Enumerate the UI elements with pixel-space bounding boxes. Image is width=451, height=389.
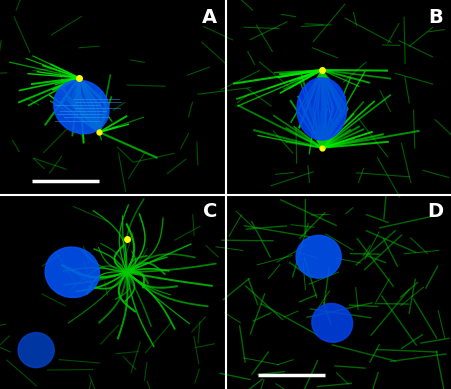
Ellipse shape — [54, 80, 109, 134]
Ellipse shape — [296, 78, 346, 140]
Ellipse shape — [45, 247, 99, 298]
Text: A: A — [202, 8, 216, 27]
Text: D: D — [426, 202, 442, 221]
Ellipse shape — [18, 333, 54, 368]
Text: B: B — [427, 8, 442, 27]
Ellipse shape — [311, 303, 352, 342]
Text: C: C — [202, 202, 216, 221]
Ellipse shape — [295, 235, 341, 278]
